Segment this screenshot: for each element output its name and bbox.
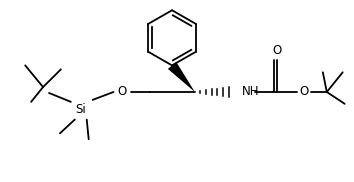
Polygon shape — [168, 62, 195, 92]
Text: O: O — [118, 86, 127, 98]
Text: Si: Si — [75, 103, 86, 116]
Text: O: O — [299, 86, 309, 98]
Text: O: O — [273, 44, 282, 57]
Text: NH: NH — [241, 86, 259, 98]
